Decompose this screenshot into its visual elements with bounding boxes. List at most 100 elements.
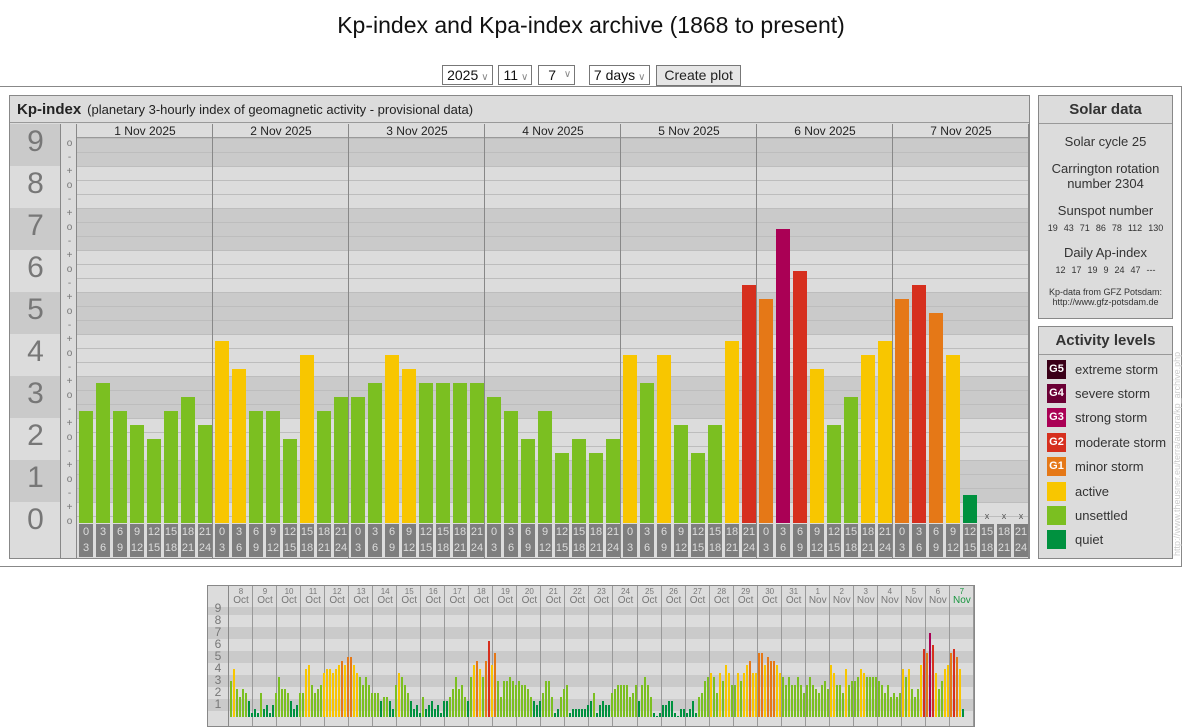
- mini-day-label[interactable]: 27 Oct: [686, 587, 710, 606]
- mini-day-label[interactable]: 13 Oct: [349, 587, 373, 606]
- kp-bar[interactable]: [963, 494, 977, 523]
- mini-day-label[interactable]: 23 Oct: [589, 587, 613, 606]
- mini-kp-bar: [406, 693, 409, 717]
- kp-bar[interactable]: [776, 229, 790, 523]
- kp-bar[interactable]: [861, 355, 875, 523]
- kp-bar[interactable]: [759, 299, 773, 523]
- kp-bar[interactable]: [606, 439, 620, 523]
- mini-day-label[interactable]: 5 Nov: [902, 587, 926, 606]
- kp-bar[interactable]: [198, 425, 212, 523]
- month-select[interactable]: 11 ∨: [498, 65, 533, 85]
- kp-bar[interactable]: [538, 410, 552, 523]
- source-link[interactable]: http://www.gfz-potsdam.de: [1052, 297, 1159, 307]
- kp-bar[interactable]: [827, 425, 841, 523]
- kp-bar[interactable]: [266, 410, 280, 523]
- kp-axis-label: 5: [27, 293, 44, 326]
- kp-bar[interactable]: [79, 410, 93, 523]
- kp-bar[interactable]: [793, 271, 807, 523]
- mini-day-label[interactable]: 7 Nov: [950, 587, 974, 606]
- kp-bar[interactable]: [419, 383, 433, 523]
- mini-day-label[interactable]: 18 Oct: [469, 587, 493, 606]
- kp-bar[interactable]: [300, 355, 314, 523]
- mini-day-label[interactable]: 17 Oct: [445, 587, 469, 606]
- kp-bar[interactable]: [555, 452, 569, 523]
- kp-bar[interactable]: [691, 452, 705, 523]
- kp-bar[interactable]: [878, 341, 892, 523]
- kp-bar[interactable]: [215, 341, 229, 523]
- kp-bar[interactable]: [844, 397, 858, 523]
- mini-day-label[interactable]: 31 Oct: [782, 587, 806, 606]
- kp-bar[interactable]: [181, 397, 195, 523]
- kp-bar[interactable]: [96, 383, 110, 523]
- kp-bar[interactable]: [572, 439, 586, 523]
- mini-day-label[interactable]: 22 Oct: [565, 587, 589, 606]
- mini-day-label[interactable]: 26 Oct: [662, 587, 686, 606]
- kp-band-7: [10, 208, 61, 250]
- kp-bar[interactable]: [470, 383, 484, 523]
- kp-bar[interactable]: [487, 397, 501, 523]
- kp-bar[interactable]: [895, 299, 909, 523]
- kp-bar[interactable]: [623, 355, 637, 523]
- mini-day-label[interactable]: 1 Nov: [806, 587, 830, 606]
- kp-bar[interactable]: [130, 425, 144, 523]
- kp-bar[interactable]: [521, 439, 535, 523]
- kp-overview-chart[interactable]: 1 2 3 4 5 6 7 8 9 8 Oct 9 Oct 10 Oct 11 Oct 12 Oct 13 Oct 14 O…: [207, 585, 975, 727]
- kp-bar[interactable]: [589, 452, 603, 523]
- mini-day-label[interactable]: 28 Oct: [710, 587, 734, 606]
- create-plot-button[interactable]: Create plot: [656, 65, 741, 86]
- mini-day-label[interactable]: 24 Oct: [613, 587, 637, 606]
- mini-day-label[interactable]: 8 Oct: [229, 587, 253, 606]
- mini-day-label[interactable]: 19 Oct: [493, 587, 517, 606]
- kp-bar[interactable]: [929, 313, 943, 523]
- kp-bar[interactable]: [351, 397, 365, 523]
- kp-bar[interactable]: [725, 341, 739, 523]
- kp-bar[interactable]: [810, 368, 824, 523]
- kp-bar[interactable]: [436, 383, 450, 523]
- kp-bar[interactable]: [283, 439, 297, 523]
- kp-bar[interactable]: [334, 397, 348, 523]
- mini-day-label[interactable]: 2 Nov: [830, 587, 854, 606]
- kp-bar[interactable]: [113, 410, 127, 523]
- kp-bar[interactable]: [385, 355, 399, 523]
- mini-day-label[interactable]: 25 Oct: [638, 587, 662, 606]
- kp-bar[interactable]: [368, 383, 382, 523]
- kp-bar[interactable]: [946, 355, 960, 523]
- mini-day-label[interactable]: 11 Oct: [301, 587, 325, 606]
- kp-bar[interactable]: [640, 383, 654, 523]
- kp-bar[interactable]: [147, 439, 161, 523]
- mini-day-label[interactable]: 4 Nov: [878, 587, 902, 606]
- kp-bar[interactable]: [317, 410, 331, 523]
- kp-axis-label: 2: [27, 419, 44, 452]
- kp-bar[interactable]: [164, 410, 178, 523]
- mini-kp-bar: [556, 708, 559, 717]
- mini-day-label[interactable]: 16 Oct: [421, 587, 445, 606]
- kp-bar[interactable]: [504, 410, 518, 523]
- mini-day-label[interactable]: 20 Oct: [517, 587, 541, 606]
- kp-bar[interactable]: [453, 383, 467, 523]
- kp-bar[interactable]: [674, 425, 688, 523]
- mini-day-label[interactable]: 10 Oct: [277, 587, 301, 606]
- kp-bar[interactable]: [249, 410, 263, 523]
- kp-bar[interactable]: [742, 284, 756, 523]
- kp-bar[interactable]: [912, 284, 926, 523]
- year-select[interactable]: 2025 ∨: [442, 65, 493, 85]
- mini-day-label[interactable]: 30 Oct: [758, 587, 782, 606]
- mini-day-label[interactable]: 14 Oct: [373, 587, 397, 606]
- mini-day-label[interactable]: 21 Oct: [541, 587, 565, 606]
- mini-day-label[interactable]: 3 Nov: [854, 587, 878, 606]
- kp-bar[interactable]: [402, 368, 416, 523]
- time-interval-label: 15 18: [436, 524, 450, 557]
- kp-bar[interactable]: [708, 425, 722, 523]
- kp-bar[interactable]: [232, 368, 246, 523]
- range-select[interactable]: 7 days ∨: [588, 65, 650, 85]
- kp-bar[interactable]: [657, 355, 671, 523]
- mini-day-label[interactable]: 29 Oct: [734, 587, 758, 606]
- day-select[interactable]: 7 ∨: [538, 65, 576, 85]
- interval-start: 0: [354, 526, 362, 538]
- mini-day-label[interactable]: 9 Oct: [253, 587, 277, 606]
- level-swatch: G3: [1047, 408, 1066, 428]
- interval-start: 9: [949, 526, 957, 538]
- mini-day-label[interactable]: 12 Oct: [325, 587, 349, 606]
- mini-day-label[interactable]: 15 Oct: [397, 587, 421, 606]
- mini-day-label[interactable]: 6 Nov: [926, 587, 950, 606]
